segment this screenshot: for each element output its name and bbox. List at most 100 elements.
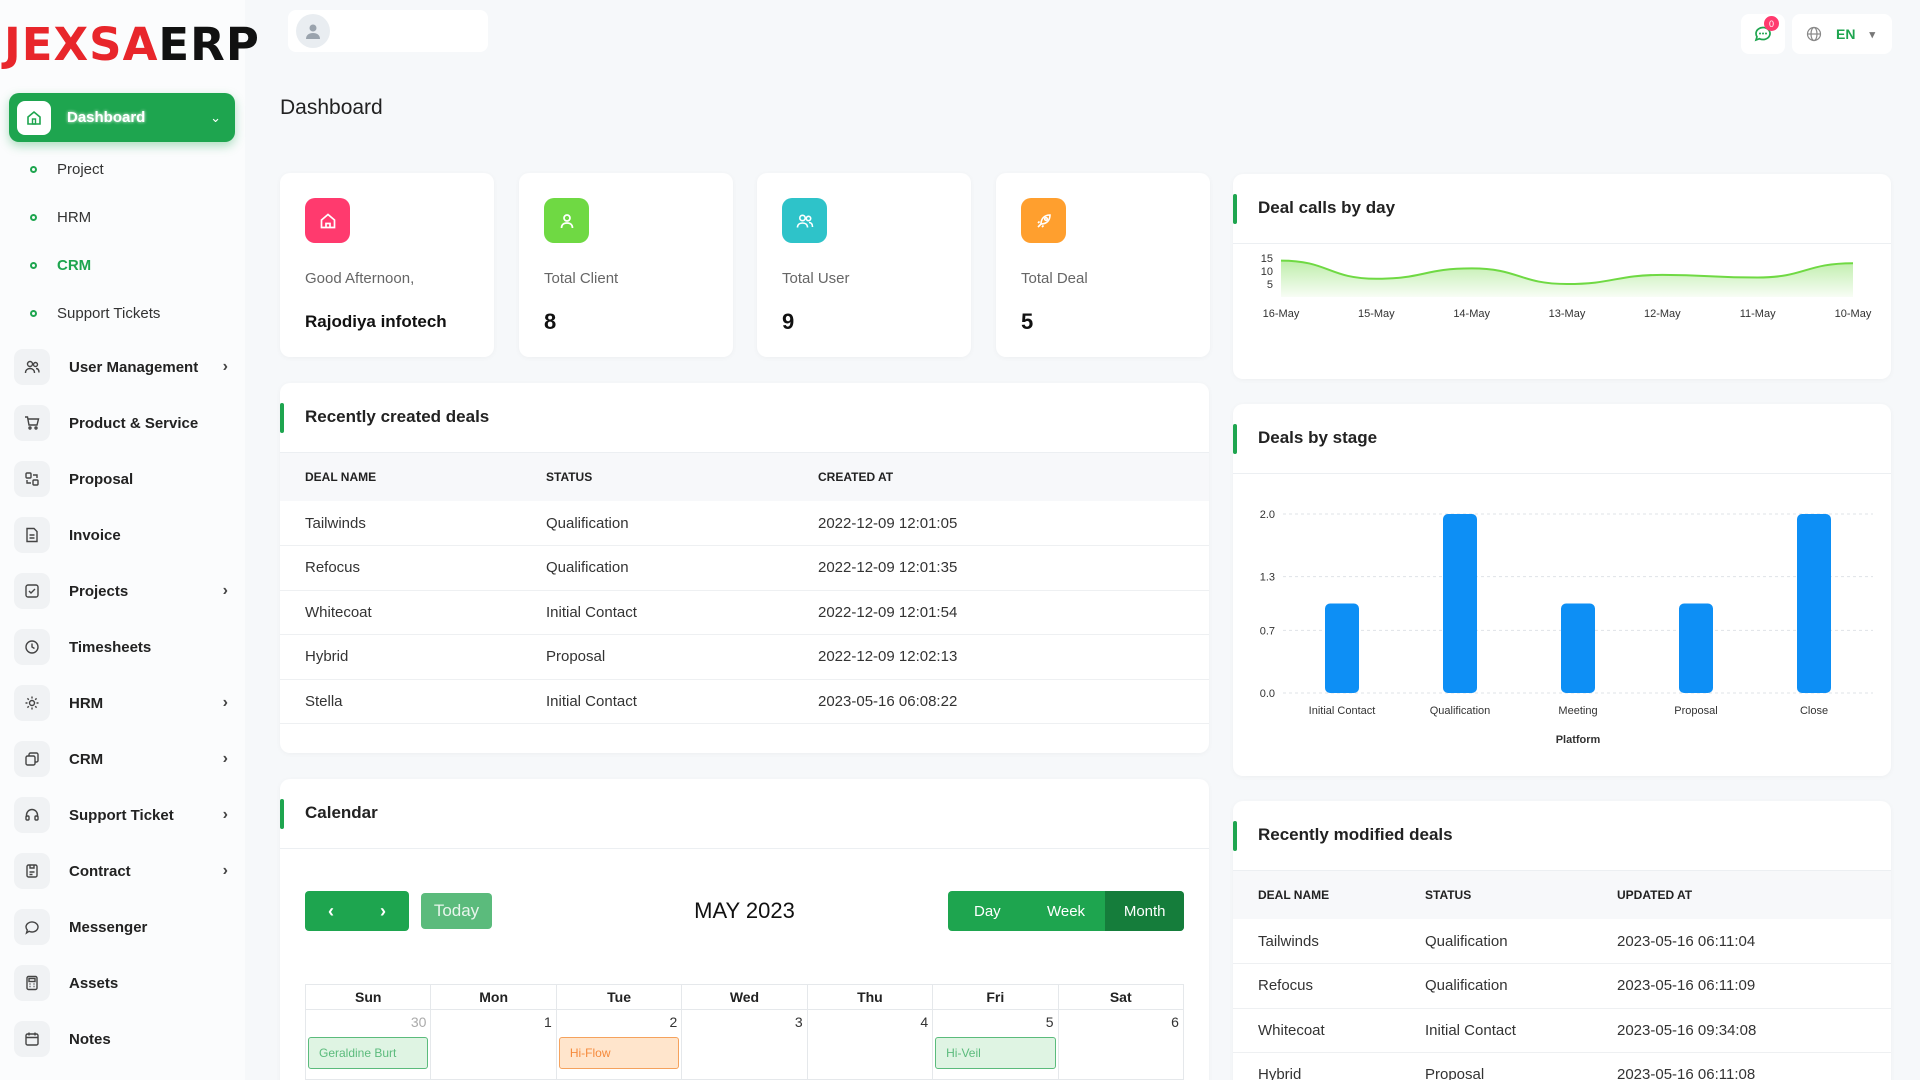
sidebar-item-assets[interactable]: Assets [14,965,230,1001]
headset-icon [14,797,50,833]
hrm-icon [14,685,50,721]
bullet-icon [30,310,37,317]
deal-status: Initial Contact [521,679,793,724]
calendar-day-cell[interactable]: 30 Geraldine Burt [305,1010,431,1080]
table-row[interactable]: Refocus Qualification 2022-12-09 12:01:35 [280,545,1209,591]
home-icon [17,100,51,135]
table-header-row: DEAL NAME STATUS UPDATED AT [1233,871,1891,919]
calendar-day-cell[interactable]: 6 [1057,1010,1184,1080]
calendar-event[interactable]: Geraldine Burt [308,1037,429,1069]
series-area [1281,260,1853,297]
deal-name: Stella [280,679,521,724]
deal-created-at: 2022-12-09 12:02:13 [793,634,1209,680]
sidebar-item-dashboard[interactable]: Dashboard ⌄ [9,93,235,142]
table-row[interactable]: Hybrid Proposal 2023-05-16 06:11:08 [1233,1052,1891,1080]
calendar-day-cell[interactable]: 5 Hi-Veil [932,1010,1058,1080]
table-row[interactable]: Refocus Qualification 2023-05-16 06:11:09 [1233,963,1891,1009]
next-month-button[interactable]: › [380,900,386,921]
sidebar-item-invoice[interactable]: Invoice [14,517,230,553]
avatar[interactable] [296,14,330,48]
calendar-day-cell[interactable]: 2 Hi-Flow [555,1010,682,1080]
sidebar-item-timesheets[interactable]: Timesheets [14,629,230,665]
sidebar-item-user-management[interactable]: User Management › [14,349,230,385]
language-selector[interactable]: EN ▾ [1792,14,1892,54]
sidebar-subitem-label: CRM [57,257,92,274]
calendar-month-title: MAY 2023 [694,898,795,923]
y-tick-label: 1.3 [1260,572,1275,584]
modified-deals-card: Recently modified deals DEAL NAME STATUS… [1233,801,1891,1080]
table-header-row: DEAL NAME STATUS CREATED AT [280,453,1209,501]
view-month-button[interactable]: Month [1105,891,1184,931]
messages-button[interactable]: 0 [1741,14,1785,54]
crm-icon [14,741,50,777]
sidebar-item-proposal[interactable]: Proposal [14,461,230,497]
user-menu[interactable] [288,10,488,52]
sidebar-item-hrm[interactable]: HRM › [14,685,230,721]
chevron-down-icon: ▾ [1869,28,1875,41]
deal-name: Tailwinds [1233,919,1400,964]
checkbox-icon [14,573,50,609]
table-row[interactable]: Whitecoat Initial Contact 2023-05-16 09:34… [1233,1008,1891,1053]
view-day-button[interactable]: Day [973,902,1001,920]
x-tick-label: Qualification [1430,705,1491,717]
table-row[interactable]: Hybrid Proposal 2022-12-09 12:02:13 [280,634,1209,680]
view-week-button[interactable]: Week [1046,902,1086,920]
sidebar-item-notes[interactable]: Notes [14,1021,230,1057]
calendar-grid: Sun Mon Tue Wed Thu Fri Sat 30 Geraldine … [305,984,1184,1080]
today-button[interactable]: Today [421,893,492,929]
calendar-day-cell[interactable]: 4 [806,1010,933,1080]
chevron-right-icon: › [222,582,228,599]
sidebar-item-contract[interactable]: Contract › [14,853,230,889]
weekday-header: Thu [806,984,933,1010]
calendar-card: Calendar ‹ › Today MAY 2023 Day Week Mon… [280,779,1209,1080]
sidebar-subitem-hrm[interactable]: HRM [30,209,91,226]
deal-calls-card: Deal calls by day 5 10 15 16-May 15-May 14-Ma… [1233,174,1891,379]
invoice-icon [14,517,50,553]
deal-name: Whitecoat [1233,1008,1400,1053]
sidebar-subitem-project[interactable]: Project [30,161,104,178]
user-icon [544,198,589,243]
calendar-icon [14,1021,50,1057]
sidebar-item-label: Product & Service [69,414,199,432]
sidebar-item-projects[interactable]: Projects › [14,573,230,609]
accent-bar [280,403,284,433]
calendar-event[interactable]: Hi-Flow [558,1037,680,1069]
deal-created-at: 2022-12-09 12:01:05 [793,501,1209,546]
sidebar-item-label: Timesheets [69,638,152,656]
page-title: Dashboard [280,96,383,119]
sidebar-item-label: Contract [69,862,131,880]
sidebar-item-product-service[interactable]: Product & Service [14,405,230,441]
sidebar-item-support-ticket[interactable]: Support Ticket › [14,797,230,833]
sidebar-subitem-label: HRM [57,209,92,226]
y-tick-label: 0.7 [1260,625,1275,637]
weekday-header-row: Sun Mon Tue Wed Thu Fri Sat [305,984,1184,1010]
weekday-header: Sun [305,984,431,1010]
sidebar-item-messenger[interactable]: Messenger [14,909,230,945]
table-row[interactable]: Tailwinds Qualification 2023-05-16 06:11:0… [1233,919,1891,964]
deal-status: Proposal [521,634,793,680]
chevron-right-icon: › [222,806,228,823]
bar [1325,603,1359,693]
calendar-event[interactable]: Hi-Veil [935,1037,1056,1069]
recent-deals-table: DEAL NAME STATUS CREATED AT Tailwinds Qua… [280,453,1209,724]
calendar-day-cell[interactable]: 1 [430,1010,556,1080]
contract-icon [14,853,50,889]
calendar-day-cell[interactable]: 3 [681,1010,807,1080]
x-tick-label: Initial Contact [1309,705,1376,717]
deals-stage-chart: 0.0 0.7 1.3 2.0 Initial Contact Qualification… [1260,509,1873,746]
modified-deals-table: DEAL NAME STATUS UPDATED AT Tailwinds Qua… [1233,871,1891,1080]
column-header: CREATED AT [793,453,1209,501]
sidebar-item-crm[interactable]: CRM › [14,741,230,777]
table-row[interactable]: Stella Initial Contact 2023-05-16 06:08:22 [280,679,1209,724]
sidebar-subitem-crm[interactable]: CRM [30,257,91,274]
prev-month-button[interactable]: ‹ [328,900,334,921]
deal-updated-at: 2023-05-16 06:11:09 [1592,963,1891,1009]
deal-created-at: 2022-12-09 12:01:35 [793,545,1209,591]
brand-logo[interactable]: JEXSAERP [4,18,260,71]
users-icon [782,198,827,243]
deal-name: Refocus [280,545,521,591]
table-row[interactable]: Whitecoat Initial Contact 2022-12-09 12:01… [280,590,1209,635]
deal-name: Hybrid [1233,1052,1400,1080]
table-row[interactable]: Tailwinds Qualification 2022-12-09 12:01:0… [280,501,1209,546]
sidebar-subitem-support-tickets[interactable]: Support Tickets [30,305,160,322]
